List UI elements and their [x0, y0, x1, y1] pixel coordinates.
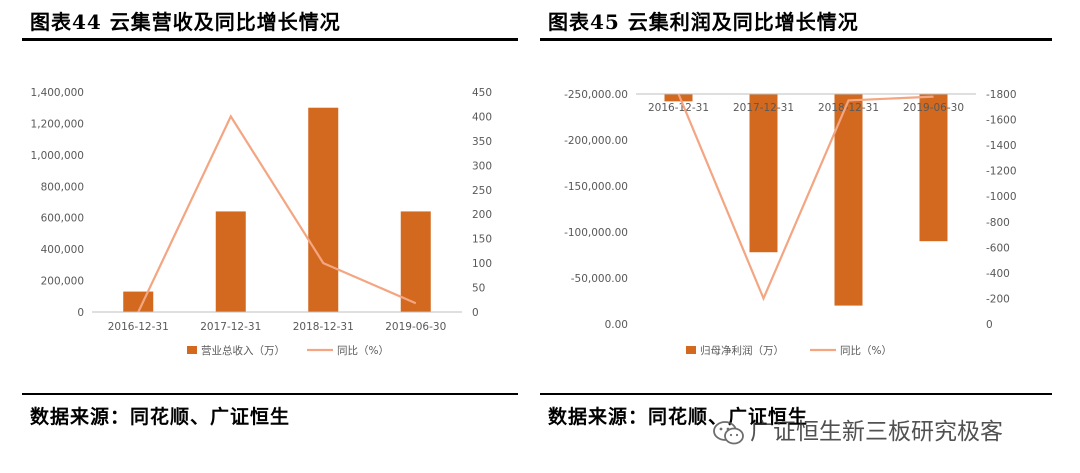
left-source: 数据来源：同花顺、广证恒生	[30, 406, 291, 428]
revenue-bar	[308, 107, 339, 312]
revenue-legend-bar-swatch	[187, 346, 197, 354]
profit-y2-tick-label: -600	[986, 242, 1010, 254]
profit-y2-tick-label: 0	[986, 319, 993, 331]
right-chart-title: 图表45 云集利润及同比增长情况	[548, 10, 859, 34]
profit-y-tick-label: -250,000.00	[564, 89, 628, 101]
revenue-y2-tick-label: 350	[472, 136, 492, 148]
revenue-bar	[400, 211, 431, 312]
profit-legend-line-label: 同比（%）	[840, 344, 892, 357]
revenue-y-tick-label: 0	[77, 307, 84, 319]
revenue-y-tick-label: 600,000	[41, 213, 84, 225]
profit-chart: 0.00 -50,000.00 -100,000.00 -150,000.00 -200…	[564, 89, 1017, 357]
revenue-y-tick-label: 1,400,000	[31, 87, 84, 99]
left-source-rule	[22, 393, 518, 395]
watermark: 广证恒生新三板研究极客	[712, 412, 1003, 446]
profit-y2-tick-label: -400	[986, 268, 1010, 280]
revenue-y2-tick-label: 100	[472, 258, 492, 270]
revenue-x-tick-label: 2016-12-31	[108, 321, 169, 333]
profit-y-tick-label: -100,000.00	[564, 227, 628, 239]
profit-bar	[834, 94, 863, 306]
revenue-yoy-line	[137, 114, 417, 313]
profit-y-tick-label: -150,000.00	[564, 181, 628, 193]
revenue-y2-tick-label: 150	[472, 234, 492, 246]
profit-y2-tick-label: -1600	[986, 115, 1017, 127]
left-chart-title: 图表44 云集营收及同比增长情况	[30, 10, 341, 34]
revenue-bar	[123, 291, 154, 312]
watermark-text: 广证恒生新三板研究极客	[750, 419, 1003, 445]
profit-y2-tick-label: -1800	[986, 89, 1017, 101]
revenue-chart: 0 200,000 400,000 600,000 800,000 1,000,000 1,…	[31, 87, 493, 357]
revenue-legend-line-label: 同比（%）	[337, 344, 389, 357]
profit-bar	[664, 94, 693, 102]
profit-yoy-line	[677, 93, 934, 302]
profit-x-tick-label: 2016-12-31	[648, 102, 709, 114]
revenue-x-tick-label: 2017-12-31	[200, 321, 261, 333]
left-title-rule	[22, 38, 518, 41]
profit-y-tick-label: -50,000.00	[571, 273, 628, 285]
profit-y2-tick-label: -1200	[986, 166, 1017, 178]
revenue-y2-tick-label: 200	[472, 209, 492, 221]
revenue-x-tick-label: 2019-06-30	[385, 321, 446, 333]
profit-x-tick-label: 2018-12-31	[818, 102, 879, 114]
revenue-y-tick-label: 800,000	[41, 181, 84, 193]
revenue-bar	[215, 211, 246, 312]
profit-x-tick-label: 2017-12-31	[733, 102, 794, 114]
profit-y2-tick-label: -200	[986, 293, 1010, 305]
revenue-y2-tick-label: 450	[472, 87, 492, 99]
revenue-y-tick-label: 200,000	[41, 276, 84, 288]
profit-y2-tick-label: -800	[986, 217, 1010, 229]
profit-y2-tick-label: -1000	[986, 191, 1017, 203]
right-title-rule	[540, 38, 1052, 41]
profit-y-tick-label: 0.00	[605, 319, 628, 331]
revenue-x-tick-label: 2018-12-31	[293, 321, 354, 333]
profit-legend-bar-label: 归母净利润（万）	[700, 344, 784, 357]
profit-y-tick-label: -200,000.00	[564, 135, 628, 147]
profit-bar	[919, 94, 948, 242]
revenue-y-tick-label: 1,200,000	[31, 118, 84, 130]
revenue-y2-tick-label: 0	[472, 307, 479, 319]
profit-x-tick-label: 2019-06-30	[903, 102, 964, 114]
revenue-legend-bar-label: 营业总收入（万）	[201, 344, 285, 357]
right-source-rule	[540, 393, 1052, 395]
profit-legend-bar-swatch	[686, 346, 696, 354]
revenue-y-tick-label: 1,000,000	[31, 150, 84, 162]
wechat-icon	[713, 420, 744, 444]
revenue-y2-tick-label: 250	[472, 185, 492, 197]
revenue-y-tick-label: 400,000	[41, 244, 84, 256]
profit-y2-tick-label: -1400	[986, 140, 1017, 152]
right-source: 数据来源：同花顺、广证恒生	[548, 406, 809, 428]
revenue-y2-tick-label: 400	[472, 111, 492, 123]
revenue-y2-tick-label: 300	[472, 160, 492, 172]
revenue-y2-tick-label: 50	[472, 283, 485, 295]
profit-bar	[749, 94, 778, 253]
